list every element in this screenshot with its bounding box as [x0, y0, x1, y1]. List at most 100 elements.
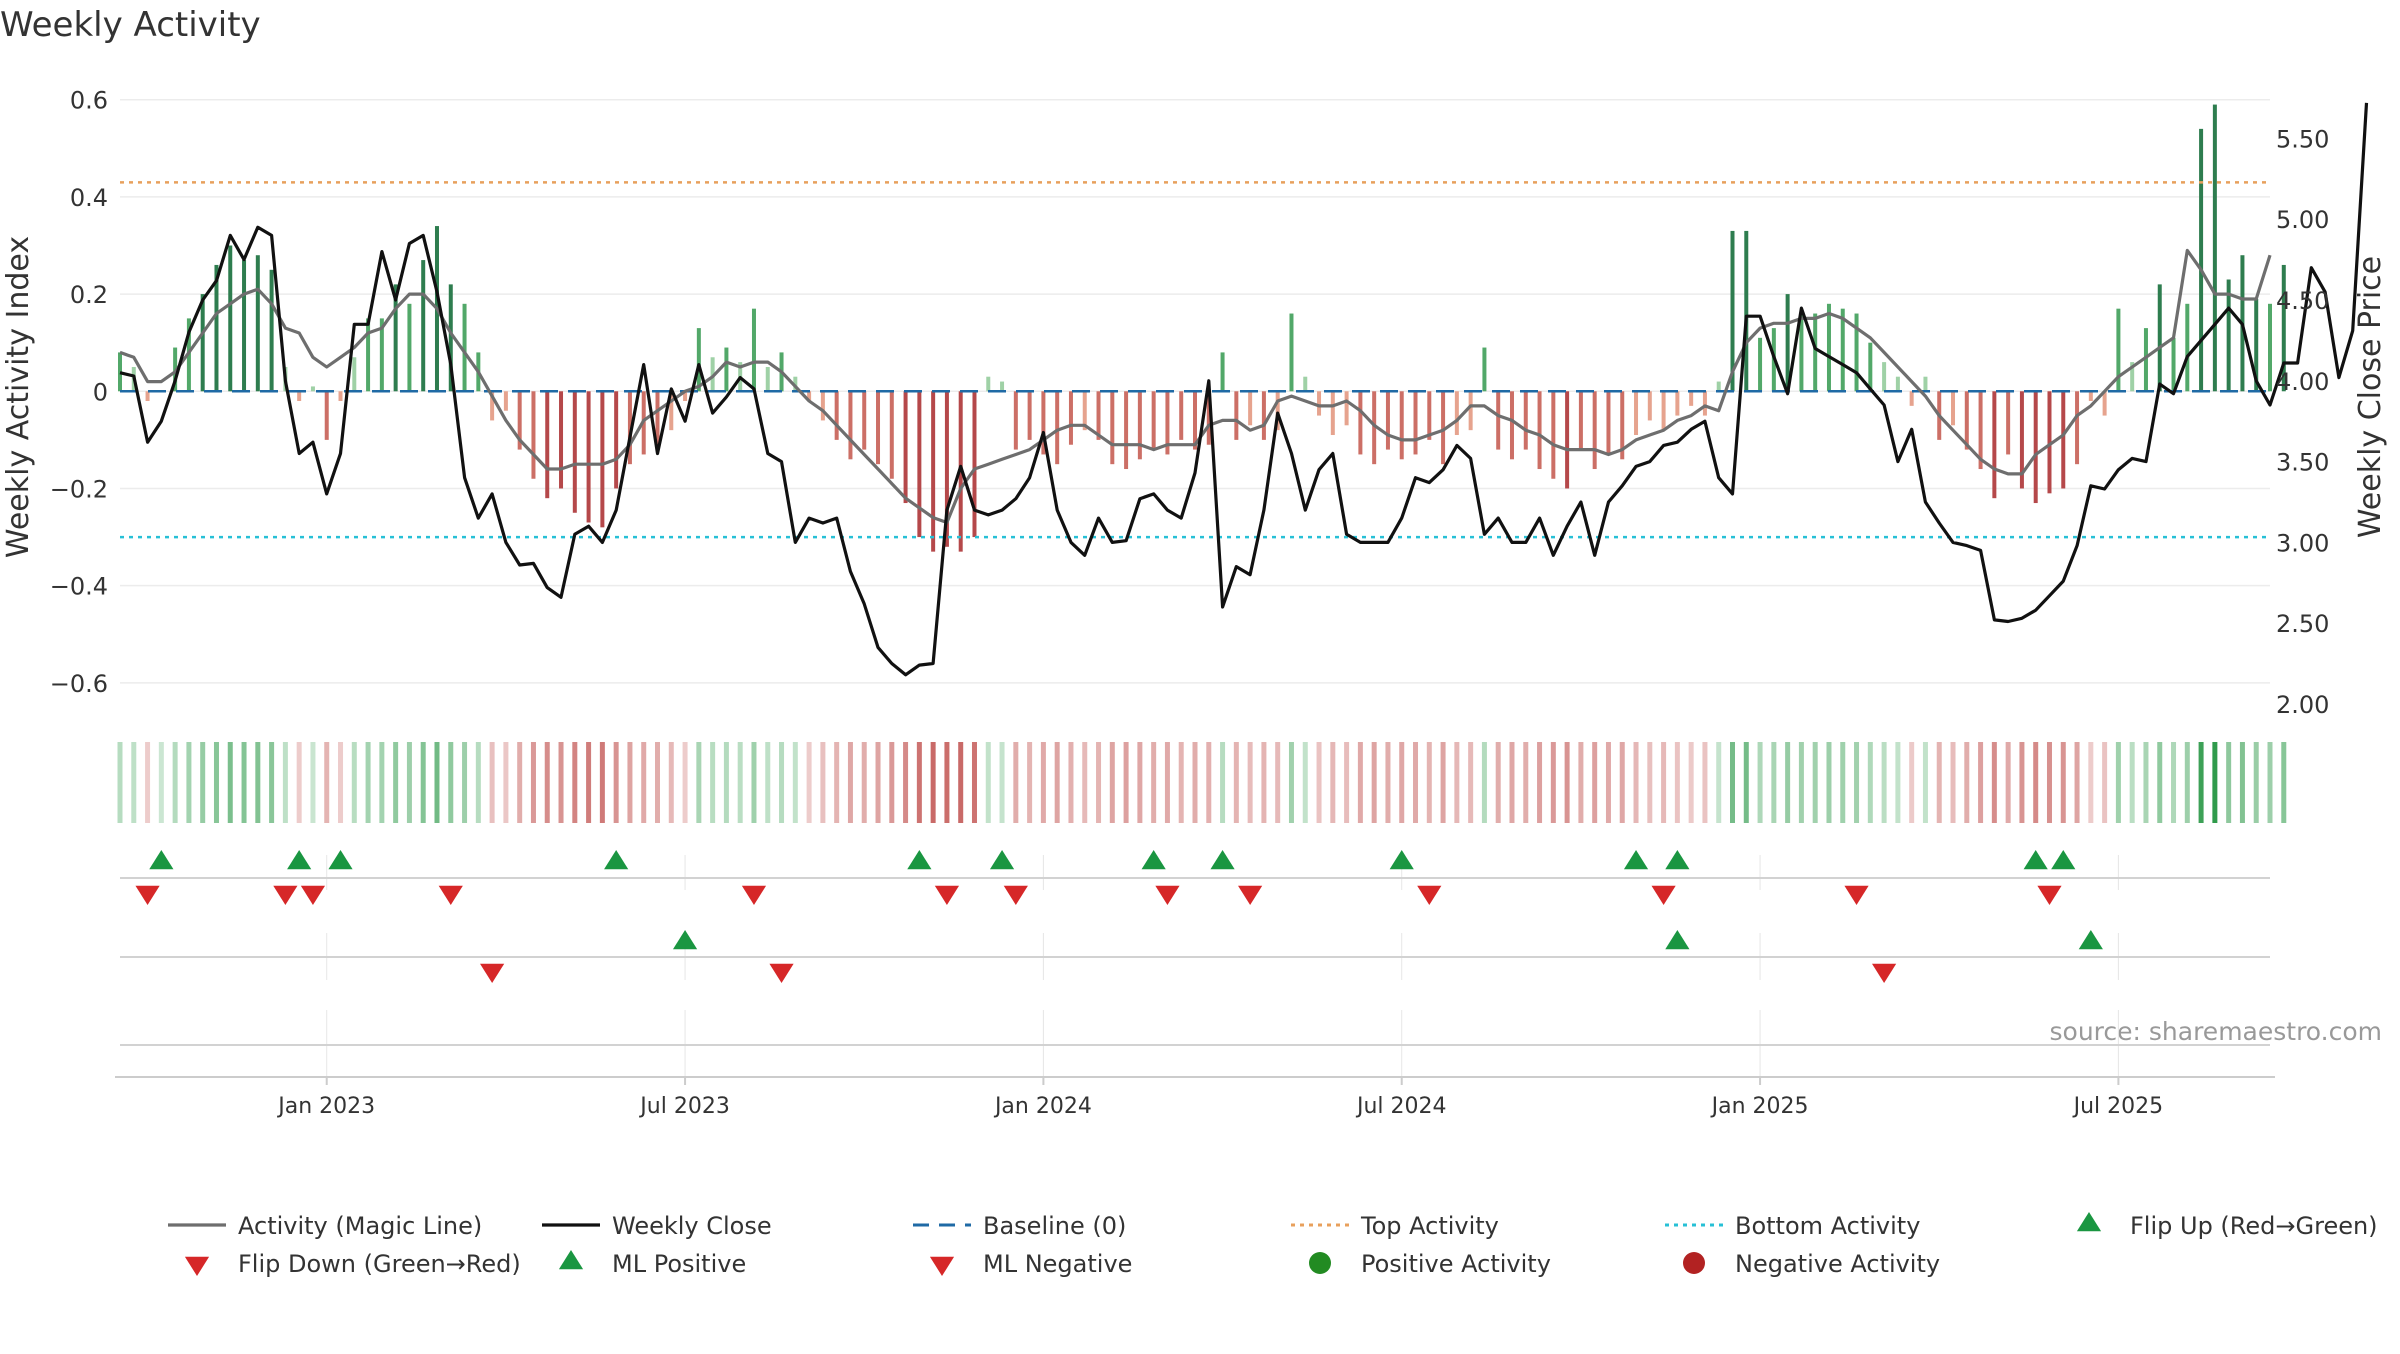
activity-strip-cell [1730, 742, 1735, 823]
activity-strip-cell [1785, 742, 1791, 823]
activity-strip-cell [1082, 742, 1088, 823]
activity-strip-cell [420, 742, 426, 823]
activity-bar [889, 391, 894, 479]
flip-up-marker [149, 850, 174, 870]
flip-down-marker [300, 885, 326, 905]
activity-bar [1137, 391, 1142, 460]
activity-bar [1344, 391, 1349, 426]
activity-strip-cell [2143, 742, 2149, 823]
activity-strip-cell [351, 742, 357, 823]
activity-strip-cell [999, 742, 1005, 823]
activity-bar [1482, 347, 1487, 392]
activity-strip-cell [2157, 742, 2163, 823]
activity-strip-cell [1109, 742, 1115, 823]
activity-bar [1661, 391, 1666, 431]
x-tick-label: Jan 2023 [276, 1094, 375, 1119]
activity-strip-cell [2239, 742, 2245, 823]
activity-strip-cell [2171, 742, 2177, 823]
flip-down-marker [1417, 885, 1442, 905]
activity-bar [1509, 391, 1514, 460]
flip-down-marker [273, 885, 298, 905]
activity-strip-cell [971, 742, 977, 823]
activity-bar [848, 391, 853, 460]
legend-label: Flip Down (Green→Red) [238, 1250, 521, 1278]
legend-label: Baseline (0) [983, 1212, 1126, 1240]
activity-bar [2130, 362, 2135, 392]
activity-bar [338, 391, 343, 401]
y-tick-label: −0.4 [50, 573, 108, 601]
activity-strip-cell [393, 742, 399, 823]
x-tick-label: Jan 2024 [993, 1094, 1092, 1119]
activity-strip-cell [1357, 742, 1363, 823]
activity-strip-cell [1399, 742, 1405, 823]
y-axis-label: Weekly Activity Index [1, 236, 36, 558]
activity-bar [1317, 391, 1322, 416]
activity-strip-cell [1922, 742, 1928, 823]
activity-strip-cell [1330, 742, 1336, 823]
activity-bar [931, 391, 936, 552]
activity-bar [1289, 313, 1294, 392]
activity-bar [1978, 391, 1983, 470]
activity-strip-cell [779, 742, 785, 823]
activity-strip-cell [489, 742, 495, 823]
legend-label: Weekly Close [612, 1212, 772, 1240]
activity-strip-cell [1867, 742, 1873, 823]
activity-bar [1151, 391, 1156, 450]
activity-bar [2075, 391, 2080, 465]
activity-strip-cell [930, 742, 936, 823]
activity-bar [1634, 391, 1639, 436]
activity-strip-cell [1647, 742, 1653, 823]
activity-bar [2199, 128, 2204, 392]
activity-strip-cell [448, 742, 454, 823]
legend-label: Negative Activity [1735, 1250, 1940, 1278]
activity-strip-cell [1854, 742, 1860, 823]
activity-bar [696, 328, 701, 392]
y2-axis-label: Weekly Close Price [2353, 256, 2388, 538]
activity-bar [269, 269, 274, 392]
activity-strip-cell [1233, 742, 1239, 823]
legend-label: Top Activity [1360, 1212, 1499, 1240]
activity-strip-cell [834, 742, 840, 823]
activity-strip-cell [2129, 742, 2135, 823]
ml-positive-marker [2078, 930, 2103, 950]
activity-bar [1206, 391, 1211, 445]
activity-bar [1730, 230, 1735, 392]
activity-strip-cell [158, 742, 164, 823]
activity-bar [1592, 391, 1597, 470]
source-note: source: sharemaestro.com [2050, 1017, 2383, 1046]
activity-strip-cell [365, 742, 371, 823]
activity-strip-cell [1385, 742, 1391, 823]
activity-strip-cell [1344, 742, 1350, 823]
activity-strip-cell [1716, 742, 1722, 823]
y-tick-label: −0.2 [50, 475, 108, 503]
activity-bar [1689, 391, 1694, 406]
activity-strip-cell [1688, 742, 1694, 823]
activity-bar [1744, 230, 1749, 392]
activity-strip-cell [503, 742, 509, 823]
y-tick-label: 0 [93, 378, 108, 406]
activity-strip-cell [117, 742, 123, 823]
activity-bar [352, 357, 357, 392]
activity-bar [2226, 279, 2231, 392]
activity-bar [1068, 391, 1073, 445]
flip-up-marker [328, 850, 353, 870]
activity-strip-cell [1702, 742, 1708, 823]
legend-label: ML Negative [983, 1250, 1132, 1278]
activity-strip-cell [530, 742, 536, 823]
activity-bar [517, 391, 522, 450]
activity-strip-cell [462, 742, 468, 823]
activity-bar [1923, 376, 1928, 392]
activity-strip-cell [2267, 742, 2273, 823]
activity-strip-cell [434, 742, 440, 823]
activity-bar [586, 391, 591, 523]
flip-down-marker [1003, 885, 1028, 905]
activity-strip-cell [172, 742, 178, 823]
activity-strip-cell [861, 742, 867, 823]
activity-bar [793, 376, 798, 392]
activity-bar [1496, 391, 1501, 450]
activity-bar [1523, 391, 1528, 450]
activity-strip-cell [2226, 742, 2232, 823]
activity-bar [1578, 391, 1583, 450]
activity-bar [614, 391, 619, 489]
activity-strip-cell [1578, 742, 1584, 823]
